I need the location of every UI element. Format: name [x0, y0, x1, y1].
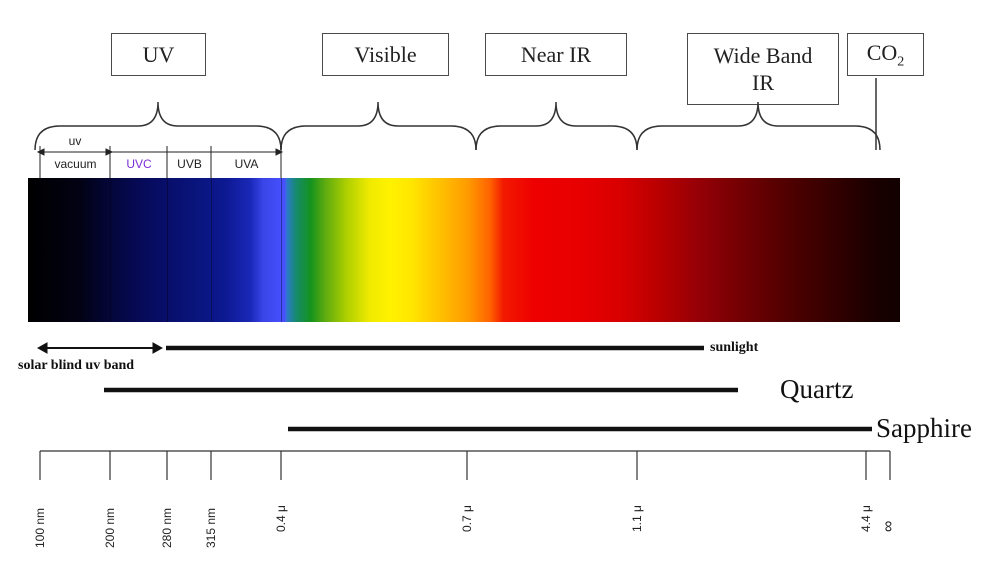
uvb-sub-label: UVB: [177, 157, 202, 171]
spectrum-divider-200nm: [110, 178, 111, 322]
wide-band-ir-brace: [636, 101, 881, 151]
wide-band-ir-box: Wide Band IR: [687, 33, 839, 105]
sunlight-label: sunlight: [710, 340, 759, 355]
wide-band-ir-label: Wide Band IR: [713, 42, 813, 96]
uv-band-box: UV: [111, 33, 206, 76]
vacuum-sub-label: vacuum: [54, 157, 97, 171]
uvc-sub-label: UVC: [126, 157, 152, 171]
tick-label-0-7u: 0.7 μ: [460, 505, 474, 532]
tick-label-100nm: 100 nm: [33, 507, 47, 548]
visible-band-box: Visible: [322, 33, 449, 76]
near-ir-band-label: Near IR: [520, 41, 592, 67]
tick-label-infinity: ∞: [880, 520, 897, 532]
uv-brace: [34, 101, 282, 151]
visible-band-label: Visible: [354, 41, 417, 67]
tick-label-200nm: 200 nm: [103, 507, 117, 548]
tick-label-280nm: 280 nm: [160, 507, 174, 548]
near-ir-band-box: Near IR: [485, 33, 627, 76]
uva-sub-label: UVA: [234, 157, 259, 171]
spectrum-divider-0-4u: [281, 178, 282, 322]
uv-band-label: UV: [142, 41, 175, 67]
visible-brace: [280, 101, 477, 151]
tick-label-315nm: 315 nm: [204, 507, 218, 548]
quartz-label: Quartz: [780, 374, 854, 404]
tick-label-4-4u: 4.4 μ: [859, 505, 873, 532]
spectrum-bar: [28, 178, 900, 322]
co2-band-box: CO2: [847, 33, 924, 76]
near-ir-brace: [475, 101, 638, 151]
uv-sub-label: uv: [68, 134, 82, 148]
spectrum-divider-280nm: [167, 178, 168, 322]
sapphire-label: Sapphire: [876, 413, 972, 443]
tick-label-1-1u: 1.1 μ: [630, 505, 644, 532]
tick-label-0-4u: 0.4 μ: [274, 505, 288, 532]
spectrum-divider-315nm: [211, 178, 212, 322]
co2-band-label: CO2: [866, 39, 905, 69]
solar-blind-label: solar blind uv band: [18, 358, 135, 373]
